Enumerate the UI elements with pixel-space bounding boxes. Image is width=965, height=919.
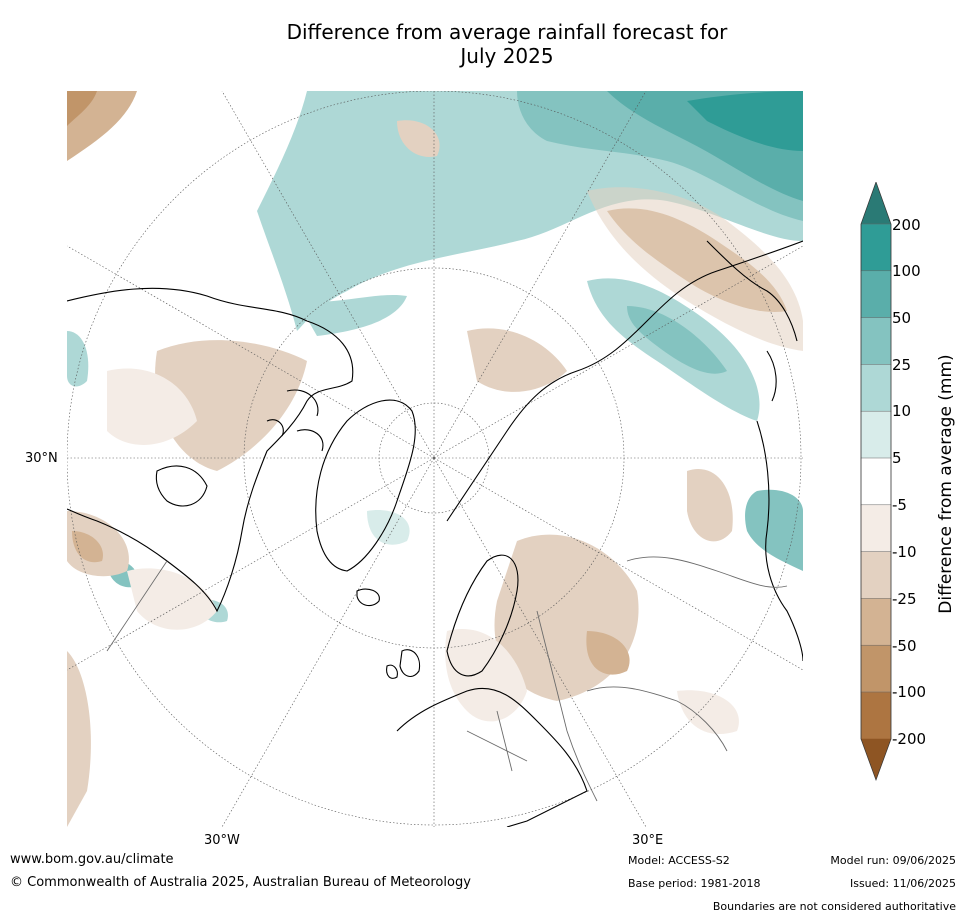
cbar-tick-10: 10 <box>892 402 912 420</box>
meridian-30w <box>221 457 435 827</box>
dry-region-east-siberia-light <box>587 187 803 351</box>
arctic-archipelago <box>266 389 324 452</box>
colorbar-outline <box>860 182 892 782</box>
cbar-tick-25: 25 <box>892 356 912 374</box>
dry-region-siberia <box>467 328 567 392</box>
dry-region-lower-right <box>677 690 739 735</box>
cbar-tick-m200: -200 <box>892 730 927 748</box>
footer-issued: Issued: 11/06/2025 <box>849 877 956 890</box>
dry-region-europe <box>445 629 527 722</box>
wet-region-greenland-sea <box>367 510 410 545</box>
colorbar-segment-minus-10-25 <box>860 551 892 600</box>
footer-model-run: Model run: 09/06/2025 <box>830 854 956 867</box>
colorbar-segment-minus-5-10 <box>860 504 892 553</box>
dry-region-canada <box>155 340 307 471</box>
boundary-kazakhstan <box>586 686 728 752</box>
meridian-30e <box>433 457 647 827</box>
country-boundaries <box>106 556 788 802</box>
colorbar-segment-neutral <box>860 457 892 506</box>
boundary-canada-us <box>106 560 168 652</box>
wetter-regions <box>67 91 803 623</box>
asia-east-coast <box>756 420 803 662</box>
title-line-2: July 2025 <box>460 44 554 68</box>
colorbar-segment-100-200 <box>860 223 892 272</box>
cbar-tick-m50: -50 <box>892 637 917 655</box>
cbar-tick-50: 50 <box>892 309 912 327</box>
hudson-bay-coast <box>155 465 208 507</box>
wet-region-pacific-max <box>687 91 803 151</box>
colorbar-segment-10-25 <box>860 364 892 412</box>
map-svg <box>67 91 803 827</box>
europe-coast <box>396 687 588 827</box>
cbar-tick-5: 5 <box>892 449 902 467</box>
cbar-tick-m10: -10 <box>892 543 917 561</box>
dry-region-west-edge <box>67 651 91 827</box>
colorbar-segment-5-10 <box>860 410 892 459</box>
boundary-europe <box>466 710 528 772</box>
drier-regions <box>67 91 803 827</box>
dry-region-mid-atlantic <box>127 568 217 630</box>
colorbar-segment-minus-25-50 <box>860 598 892 646</box>
cbar-tick-200: 200 <box>892 216 921 234</box>
colorbar-segment-minus-100-200 <box>860 691 892 740</box>
map-title: Difference from average rainfall forecas… <box>170 20 844 68</box>
eurasia-north-coast <box>446 240 803 522</box>
wet-region-east-asia-inner <box>627 306 727 374</box>
japan-coast <box>766 350 777 402</box>
wet-region-southeast-asia <box>745 489 803 571</box>
meridian-120w <box>67 245 435 459</box>
north-america-coast <box>67 287 354 613</box>
dry-region-canada-light <box>107 368 197 445</box>
meridian-60e <box>433 457 803 671</box>
british-isles <box>386 649 421 679</box>
iceland <box>356 588 380 607</box>
colorbar-label: Difference from average (mm) <box>936 354 956 614</box>
footer-copyright: © Commonwealth of Australia 2025, Austra… <box>10 875 471 890</box>
colorbar-over-200 <box>861 182 891 224</box>
rainfall-difference-map[interactable] <box>67 91 803 827</box>
wet-region-arctic-strip <box>297 294 407 336</box>
lon-label-30e: 30°E <box>632 833 664 848</box>
boundary-china-north <box>626 556 788 588</box>
colorbar <box>860 182 892 782</box>
wet-region-pacific-edge <box>67 331 89 387</box>
meridian-150w <box>221 91 435 459</box>
dry-region-pacific-spot <box>397 120 440 157</box>
title-line-1: Difference from average rainfall forecas… <box>286 20 728 44</box>
lon-label-30w: 30°W <box>204 833 240 848</box>
footer-model: Model: ACCESS-S2 <box>628 854 730 867</box>
graticule <box>67 91 803 827</box>
greenland-coast <box>315 399 416 572</box>
dry-region-central-asia <box>687 469 733 542</box>
cbar-tick-100: 100 <box>892 262 921 280</box>
meridian-120e <box>433 245 803 459</box>
cbar-tick-m25: -25 <box>892 590 917 608</box>
dry-region-northwest-core <box>67 91 97 126</box>
lat-circle-30n <box>67 91 802 826</box>
meridian-60w <box>67 457 435 671</box>
cbar-tick-m100: -100 <box>892 683 927 701</box>
coastlines <box>67 240 803 827</box>
lat-label-30n: 30°N <box>25 451 58 466</box>
meridian-150e <box>433 91 647 459</box>
colorbar-under-minus-200 <box>861 738 891 780</box>
colorbar-segment-minus-50-100 <box>860 644 892 693</box>
colorbar-segment-25-50 <box>860 317 892 366</box>
colorbar-segment-50-100 <box>860 270 892 319</box>
scandinavia-coast <box>446 554 519 677</box>
footer-url[interactable]: www.bom.gov.au/climate <box>10 852 174 867</box>
footer-base-period: Base period: 1981-2018 <box>628 877 761 890</box>
kamchatka-coast <box>706 240 798 342</box>
cbar-tick-m5: -5 <box>892 496 907 514</box>
footer-boundaries-note: Boundaries are not considered authoritat… <box>712 900 956 913</box>
dry-region-russia-core <box>586 631 630 675</box>
boundary-russia-west <box>536 610 598 802</box>
